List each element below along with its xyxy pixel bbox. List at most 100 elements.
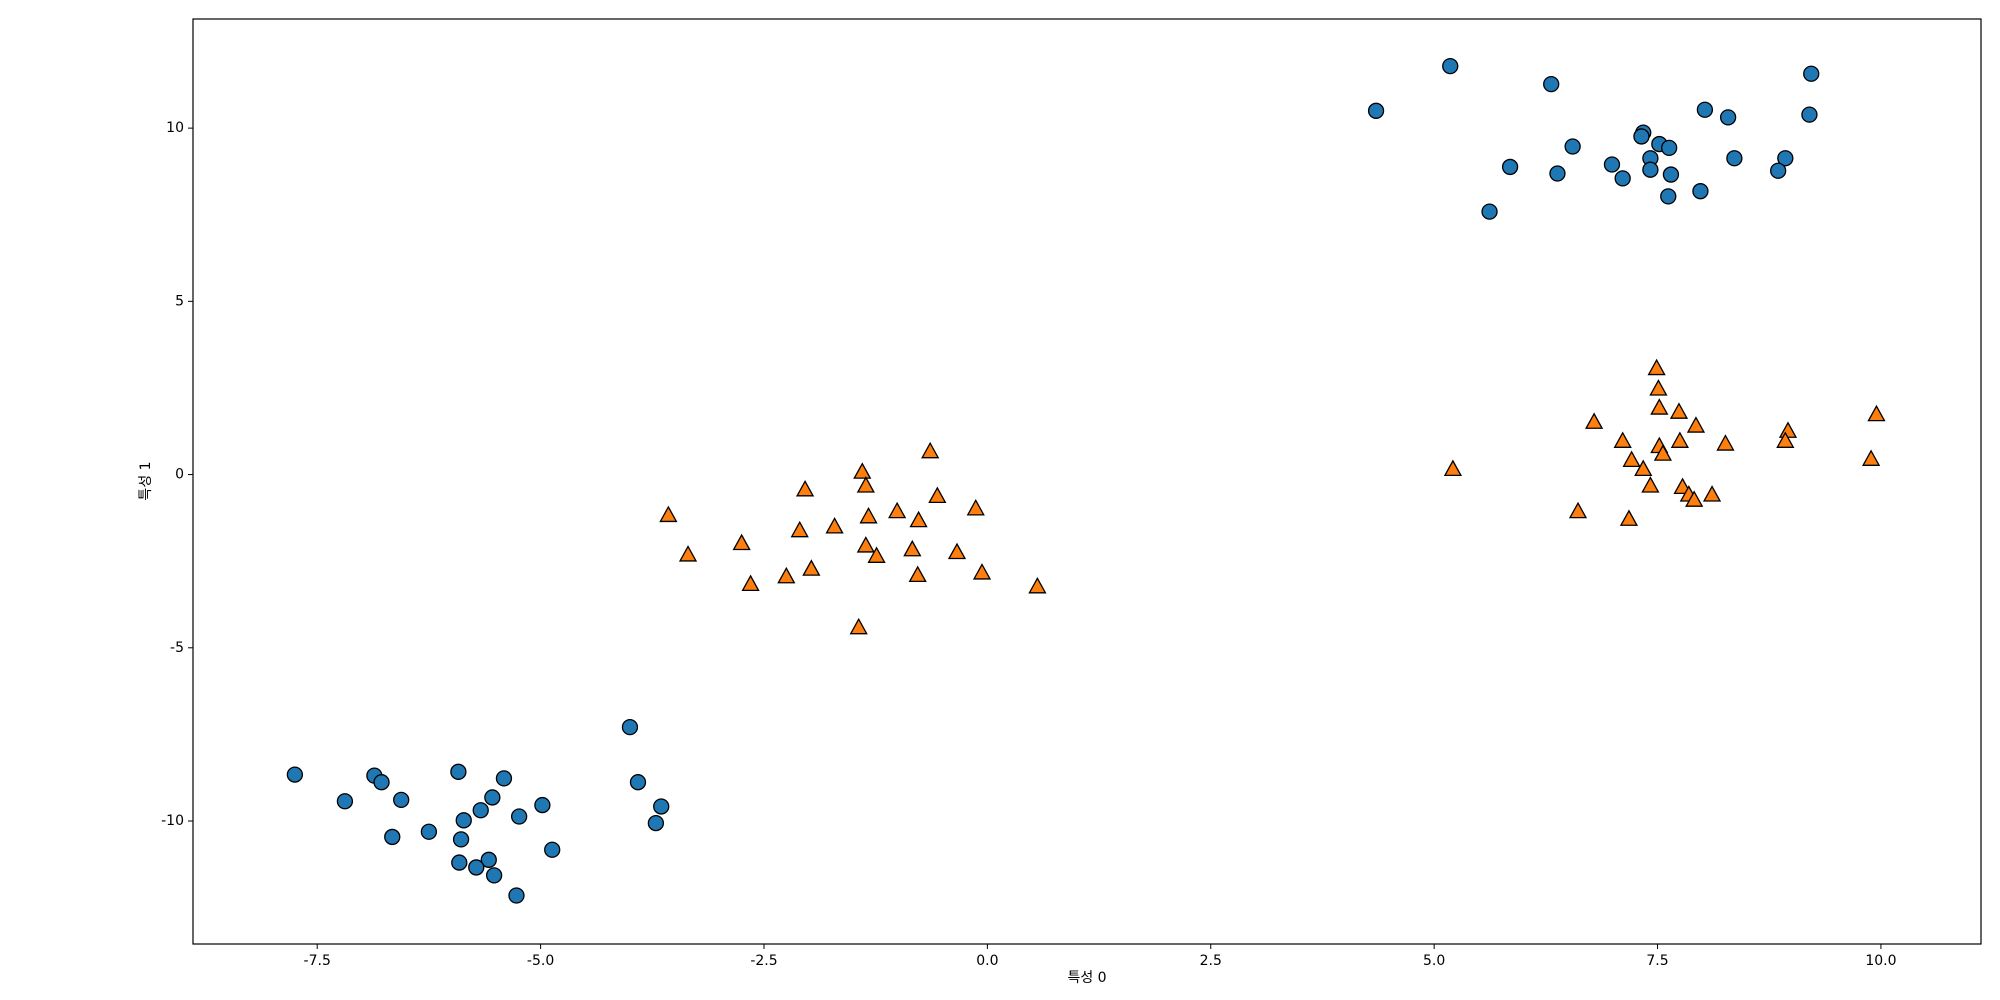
point bbox=[1647, 358, 1666, 376]
point bbox=[1653, 444, 1672, 461]
point bbox=[1641, 476, 1660, 493]
point bbox=[867, 546, 886, 563]
point bbox=[1564, 138, 1581, 155]
point bbox=[966, 499, 985, 516]
x-tick-label: 0.0 bbox=[976, 953, 998, 969]
y-axis-label: 특성 1 bbox=[138, 461, 154, 500]
point bbox=[480, 851, 497, 868]
point bbox=[888, 501, 907, 519]
point bbox=[795, 479, 815, 497]
point bbox=[1543, 75, 1560, 93]
point bbox=[1633, 128, 1650, 145]
point bbox=[1028, 576, 1047, 594]
point bbox=[856, 476, 875, 493]
point bbox=[1614, 170, 1631, 187]
point bbox=[1726, 150, 1743, 167]
point bbox=[1650, 398, 1669, 415]
x-tick-label: -7.5 bbox=[304, 953, 331, 969]
point bbox=[908, 565, 927, 583]
point bbox=[659, 505, 678, 523]
point bbox=[420, 823, 438, 840]
point bbox=[1686, 416, 1706, 433]
plot-frame bbox=[192, 18, 1982, 945]
point bbox=[1770, 162, 1787, 179]
point bbox=[452, 831, 470, 848]
point bbox=[1642, 161, 1659, 178]
point bbox=[825, 517, 844, 534]
point bbox=[856, 536, 875, 553]
point bbox=[451, 854, 468, 871]
point bbox=[1662, 166, 1680, 183]
point bbox=[621, 718, 639, 736]
point bbox=[495, 770, 513, 787]
point bbox=[1568, 501, 1588, 519]
point bbox=[653, 798, 670, 815]
point bbox=[1719, 109, 1737, 126]
point bbox=[393, 791, 410, 809]
point bbox=[777, 566, 796, 584]
point bbox=[1861, 449, 1881, 466]
point bbox=[1619, 509, 1639, 526]
point bbox=[485, 867, 503, 884]
point bbox=[336, 793, 354, 810]
x-tick-label: -2.5 bbox=[750, 953, 777, 969]
point bbox=[647, 814, 665, 832]
point bbox=[1442, 57, 1459, 75]
x-axis-label: 특성 0 bbox=[1067, 970, 1106, 986]
y-tick-label: -5 bbox=[170, 640, 184, 656]
point bbox=[1803, 65, 1820, 82]
point bbox=[1660, 139, 1678, 157]
point bbox=[1776, 431, 1795, 448]
y-tick-label: 5 bbox=[175, 293, 184, 309]
point bbox=[1702, 485, 1722, 502]
point bbox=[1696, 101, 1714, 118]
point bbox=[1481, 203, 1498, 220]
point bbox=[1584, 412, 1604, 429]
x-tick-label: 5.0 bbox=[1423, 953, 1445, 969]
point bbox=[508, 887, 525, 904]
point bbox=[732, 533, 751, 551]
point bbox=[472, 802, 489, 819]
point bbox=[1801, 106, 1818, 123]
x-tick-label: 10.0 bbox=[1865, 953, 1896, 969]
x-tick-label: 2.5 bbox=[1200, 953, 1222, 969]
y-tick-label: 0 bbox=[175, 467, 184, 483]
point bbox=[450, 763, 467, 780]
point bbox=[1685, 490, 1704, 507]
point bbox=[1367, 102, 1385, 119]
point bbox=[1778, 421, 1798, 438]
point bbox=[1777, 150, 1794, 167]
point bbox=[455, 812, 472, 829]
point bbox=[903, 539, 922, 557]
point bbox=[1867, 404, 1886, 422]
point bbox=[1716, 434, 1735, 451]
point bbox=[286, 766, 304, 783]
point bbox=[484, 789, 501, 806]
point bbox=[544, 841, 561, 858]
point bbox=[972, 563, 992, 580]
point bbox=[1692, 183, 1709, 200]
point bbox=[373, 774, 390, 791]
point bbox=[510, 808, 528, 825]
point bbox=[1603, 156, 1621, 173]
point bbox=[468, 859, 485, 876]
point bbox=[928, 486, 947, 504]
point bbox=[1622, 450, 1641, 468]
point bbox=[678, 545, 698, 562]
x-tick-label: 7.5 bbox=[1646, 953, 1668, 969]
point bbox=[853, 462, 872, 479]
point bbox=[921, 441, 940, 459]
point bbox=[909, 510, 928, 528]
point bbox=[629, 774, 647, 791]
point bbox=[1443, 459, 1463, 477]
point bbox=[1669, 402, 1689, 419]
point bbox=[1670, 431, 1689, 448]
point bbox=[802, 559, 821, 576]
point bbox=[790, 520, 809, 538]
x-tick-label: -5.0 bbox=[527, 953, 554, 969]
point bbox=[859, 506, 878, 524]
point bbox=[384, 828, 401, 846]
y-tick-label: 10 bbox=[166, 120, 184, 136]
point bbox=[1549, 165, 1566, 182]
